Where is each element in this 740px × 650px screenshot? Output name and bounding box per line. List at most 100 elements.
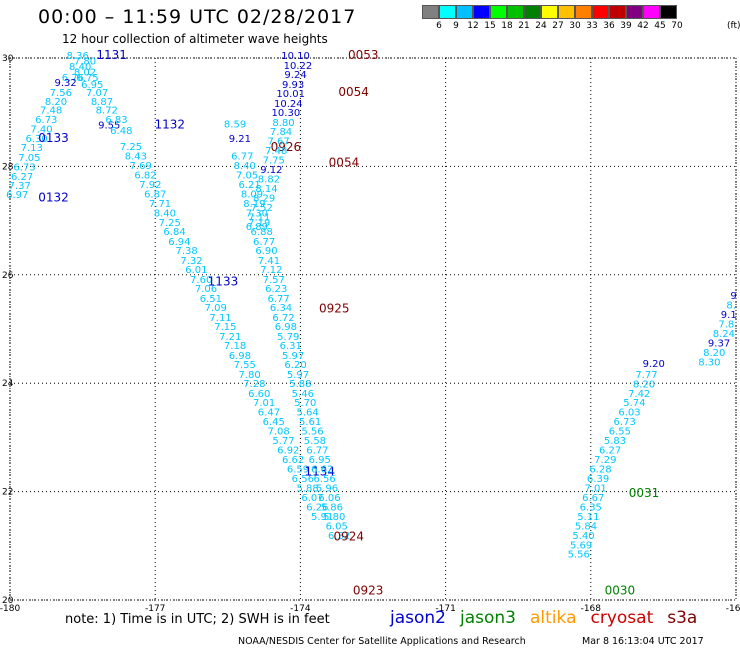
wave-height-label: 5.77 — [272, 436, 294, 447]
wave-height-label: 6.05 — [326, 522, 348, 533]
wave-height-label: 5.69 — [570, 541, 592, 552]
wave-height-label: 6.07 — [301, 493, 323, 504]
wave-height-label: 6.97 — [6, 190, 28, 201]
wave-height-label: 6.95 — [309, 455, 331, 466]
legend-label: 27 — [552, 21, 564, 31]
pass-time-label: 0132 — [38, 191, 69, 205]
legend-swatch — [609, 5, 626, 19]
wave-height-label: 5.64 — [297, 408, 319, 419]
wave-height-label: 8.80 — [272, 118, 294, 129]
wave-height-label: 6.62 — [282, 455, 304, 466]
wave-height-label: 7.13 — [21, 143, 43, 154]
wave-height-label: 8.40 — [234, 161, 256, 172]
wave-height-label: 8.29 — [253, 194, 275, 205]
pass-time-label: 1131 — [96, 48, 127, 62]
wave-height-label: 7.06 — [195, 284, 217, 295]
wave-height-label: 8.36 — [67, 51, 89, 62]
wave-height-label: 5.61 — [299, 417, 321, 428]
legend-label: 15 — [484, 21, 496, 31]
wave-height-label: 6.73 — [35, 115, 57, 126]
pass-time-label: 0926 — [271, 140, 302, 154]
wave-height-label: 6.98 — [275, 322, 297, 333]
legend-label: 6 — [436, 21, 442, 31]
wave-height-label: 6.03 — [618, 408, 640, 419]
wave-height-label: 8.20 — [45, 97, 67, 108]
wave-height-label: 8.20 — [633, 380, 655, 391]
wave-height-label: 6.28 — [589, 465, 611, 476]
wave-height-label: 6.82 — [134, 170, 156, 181]
pass-time-label: 1133 — [208, 275, 239, 289]
wave-height-label: 8.14 — [255, 184, 277, 195]
wave-height-label: 8.59 — [224, 119, 246, 130]
legend-swatch — [592, 5, 609, 19]
wave-height-label: 8.40 — [154, 208, 176, 219]
wave-height-label: 7.77 — [635, 370, 657, 381]
wave-height-label: 6.98 — [229, 351, 251, 362]
pass-time-label: 0925 — [319, 302, 350, 316]
wave-height-label: 6.89 — [246, 222, 268, 233]
x-tick-label: -180 — [0, 604, 20, 614]
wave-height-label: 5.97 — [287, 370, 309, 381]
legend-swatch — [422, 5, 439, 19]
satellite-legend: jason2 jason3 altika cryosat s3a — [390, 608, 711, 628]
wave-height-label: 7.55 — [234, 360, 256, 371]
wave-height-label: 5.91 — [311, 512, 333, 523]
legend-label: 42 — [637, 21, 649, 31]
wave-height-label: 7.8 — [718, 319, 734, 330]
wave-height-label: 6.32 — [328, 531, 350, 542]
y-tick-label: 26 — [2, 271, 14, 281]
legend-label: 39 — [620, 21, 632, 31]
wave-height-label: 8.72 — [96, 105, 118, 116]
wave-height-label: 7.69 — [130, 161, 152, 172]
wave-height-label: 5.83 — [604, 436, 626, 447]
satellite-legend-jason3: jason3 — [460, 608, 516, 628]
wave-height-label: 6.39 — [587, 474, 609, 485]
wave-height-label: 6.35 — [580, 503, 602, 514]
wave-height-label: 7.25 — [120, 142, 142, 153]
satellite-legend-jason2: jason2 — [390, 608, 446, 628]
legend-label: 24 — [535, 21, 547, 31]
legend-swatch — [490, 5, 507, 19]
wave-height-label: 8.02 — [74, 67, 96, 78]
wave-height-label: 6.20 — [284, 360, 306, 371]
wave-height-label: 6.34 — [270, 303, 292, 314]
wave-height-label: 6.76 — [62, 73, 84, 84]
legend-unit: (ft) — [727, 21, 740, 31]
wave-height-label: 5.88 — [297, 484, 319, 495]
wave-height-label: 6.27 — [599, 446, 621, 457]
wave-height-label: 6.59 — [287, 465, 309, 476]
wave-height-label: 6.75 — [76, 73, 98, 84]
legend-swatch — [524, 5, 541, 19]
wave-height-label: 8.30 — [698, 357, 720, 368]
pass-time-label: 0924 — [334, 529, 365, 543]
satellite-legend-s3a: s3a — [667, 608, 698, 628]
wave-height-label: 7.05 — [236, 170, 258, 181]
y-tick-label: 22 — [2, 488, 13, 498]
legend-label: 70 — [671, 21, 683, 31]
wave-height-label: 6.77 — [231, 151, 253, 162]
wave-height-label: 6.56 — [313, 474, 335, 485]
wave-height-label: 6.26 — [306, 503, 328, 514]
legend-swatch — [439, 5, 456, 19]
wave-height-label: 7.25 — [159, 218, 181, 229]
pass-time-label: 1132 — [154, 117, 185, 131]
wave-height-label: 5.56 — [568, 550, 590, 561]
wave-height-label: 6.94 — [168, 237, 190, 248]
wave-height-label: 7.01 — [585, 484, 607, 495]
wave-height-label: 8.19 — [243, 199, 265, 210]
wave-height-label: 6.23 — [265, 284, 287, 295]
wave-height-label: 5.79 — [277, 332, 299, 343]
wave-height-label: 9.24 — [284, 70, 306, 81]
wave-height-label: 5.88 — [289, 379, 311, 390]
wave-height-label: 7.92 — [139, 180, 161, 191]
wave-height-label: 7.60 — [190, 275, 212, 286]
wave-height-label: 9.32 — [55, 78, 77, 89]
wave-height-label: 7.32 — [180, 256, 202, 267]
legend-label: 33 — [586, 21, 598, 31]
wave-height-label: 6.90 — [255, 246, 277, 257]
legend-swatch — [575, 5, 592, 19]
wave-height-label: 10.24 — [274, 99, 303, 110]
wave-height-label: 6.48 — [110, 126, 132, 137]
wave-height-label: 5.97 — [282, 351, 304, 362]
y-tick-label: 20 — [2, 596, 14, 606]
